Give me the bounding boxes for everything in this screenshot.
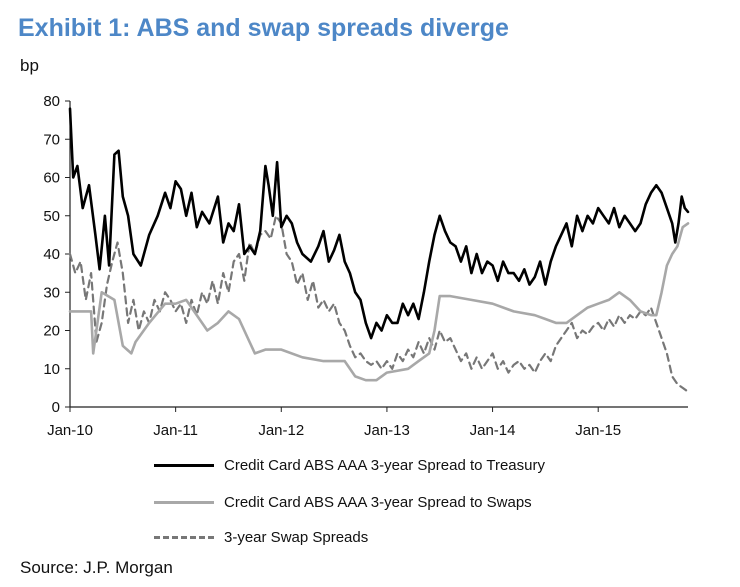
series-line-treasury bbox=[68, 107, 690, 340]
x-tick-label: Jan-15 bbox=[575, 422, 621, 439]
y-tick-label: 70 bbox=[43, 131, 60, 148]
legend-item-swaps: Credit Card ABS AAA 3-year Spread to Swa… bbox=[154, 491, 532, 513]
y-tick-label: 20 bbox=[43, 323, 60, 340]
source-note: Source: J.P. Morgan bbox=[20, 558, 173, 577]
y-tick-label: 0 bbox=[52, 399, 60, 416]
line-chart: 0 10 20 30 40 50 60 70 80 Jan-10 Jan-11 Jan-12 Jan-1… bbox=[43, 93, 690, 439]
y-axis-unit-label: bp bbox=[20, 56, 39, 75]
legend-swatch-swaps bbox=[154, 500, 214, 504]
legend-item-treasury: Credit Card ABS AAA 3-year Spread to Tre… bbox=[154, 454, 545, 476]
x-tick-label: Jan-12 bbox=[258, 422, 304, 439]
legend-item-swap-spreads: 3-year Swap Spreads bbox=[154, 526, 368, 548]
series-line-swaps bbox=[68, 222, 690, 382]
series-line-swap-spreads bbox=[68, 214, 690, 393]
x-tick-label: Jan-14 bbox=[470, 422, 516, 439]
y-tick-label: 50 bbox=[43, 208, 60, 225]
chart-title: Exhibit 1: ABS and swap spreads diverge bbox=[18, 14, 509, 42]
legend-label-treasury: Credit Card ABS AAA 3-year Spread to Tre… bbox=[224, 456, 545, 474]
y-tick-label: 10 bbox=[43, 361, 60, 378]
x-tick-label: Jan-10 bbox=[47, 422, 93, 439]
y-tick-label: 60 bbox=[43, 170, 60, 187]
y-tick-label: 30 bbox=[43, 284, 60, 301]
y-tick-label: 40 bbox=[43, 246, 60, 263]
legend-swatch-swap-spreads bbox=[154, 535, 214, 539]
legend-label-swap-spreads: 3-year Swap Spreads bbox=[224, 528, 369, 546]
x-tick-label: Jan-13 bbox=[364, 422, 410, 439]
y-tick-label: 80 bbox=[43, 93, 60, 110]
legend-swatch-treasury bbox=[154, 463, 214, 467]
x-tick-label: Jan-11 bbox=[153, 422, 198, 439]
legend-label-swaps: Credit Card ABS AAA 3-year Spread to Swa… bbox=[224, 493, 532, 511]
